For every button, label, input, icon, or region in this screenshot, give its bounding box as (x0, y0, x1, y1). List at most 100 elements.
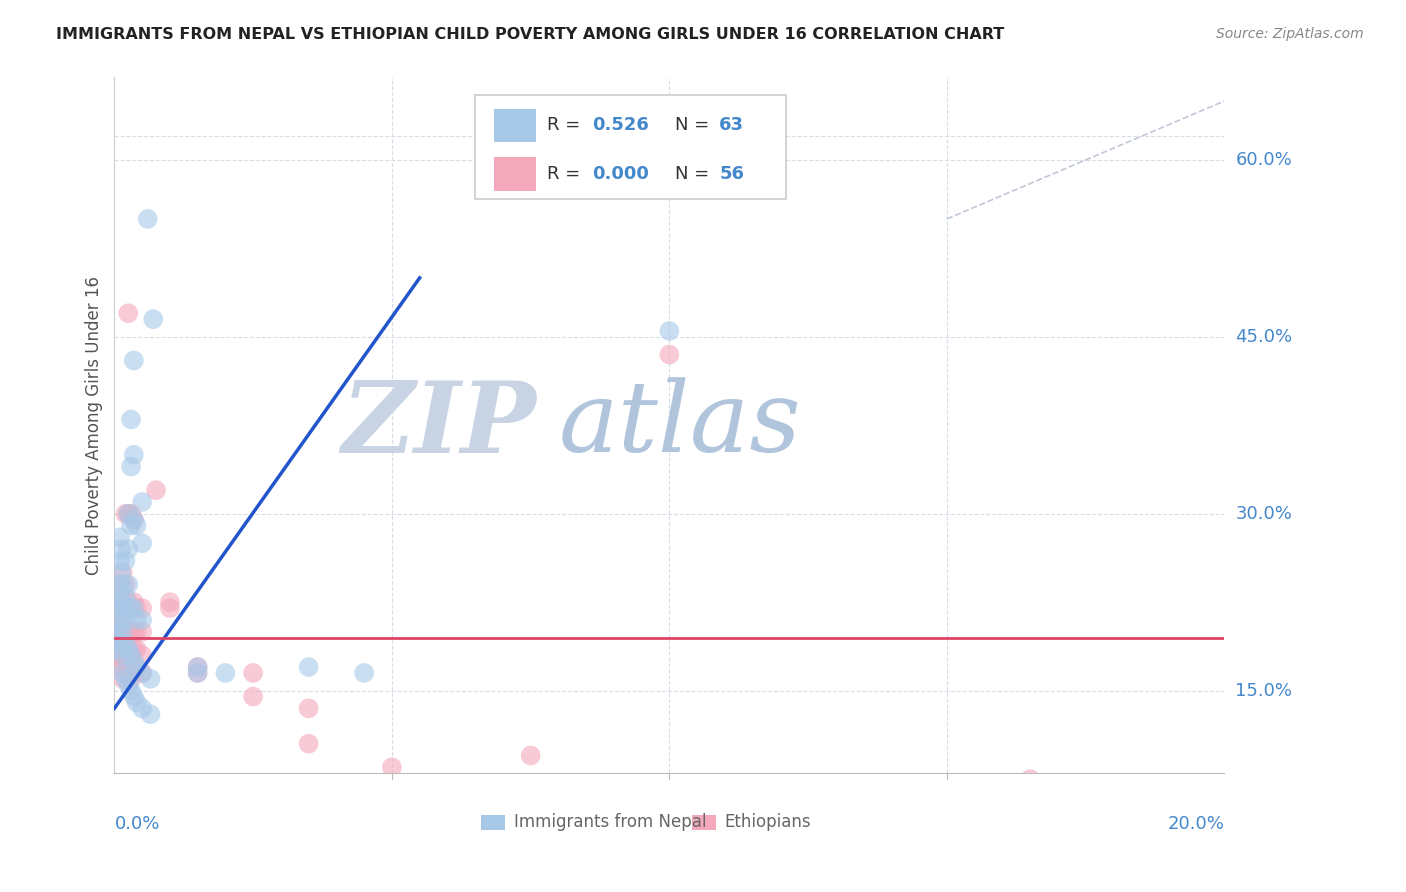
Point (120, 459, 142, 474)
Point (108, 595, 131, 609)
Point (117, 507, 139, 521)
Text: atlas: atlas (558, 377, 801, 473)
Point (108, 642, 131, 657)
Point (110, 636, 132, 650)
Point (117, 601, 139, 615)
Point (122, 690, 145, 704)
Point (110, 566, 132, 580)
Point (159, 595, 181, 609)
Text: 56: 56 (720, 165, 744, 183)
Point (110, 648, 132, 663)
Text: 60.0%: 60.0% (1236, 151, 1292, 169)
Point (125, 624, 148, 639)
Point (122, 448, 145, 462)
Point (381, 760, 404, 774)
Text: 0.000: 0.000 (592, 165, 648, 183)
Point (131, 495, 153, 509)
Point (105, 636, 128, 650)
Point (111, 566, 134, 580)
Text: 0.0%: 0.0% (114, 815, 160, 833)
Point (120, 601, 142, 615)
Point (122, 624, 145, 639)
Point (105, 636, 128, 650)
Point (117, 624, 139, 639)
Point (117, 542, 139, 557)
Point (159, 601, 181, 615)
Point (108, 577, 131, 591)
Point (125, 601, 148, 615)
Point (125, 660, 148, 674)
Point (111, 624, 134, 639)
Point (114, 672, 136, 686)
Point (145, 483, 167, 498)
Point (120, 601, 142, 615)
Point (187, 665, 209, 680)
Point (125, 660, 148, 674)
FancyBboxPatch shape (481, 815, 505, 830)
Point (122, 513, 145, 527)
Text: R =: R = (547, 117, 586, 135)
Point (117, 306, 139, 320)
Point (117, 595, 139, 609)
Point (117, 642, 139, 657)
Text: 63: 63 (720, 117, 744, 135)
Point (117, 660, 139, 674)
Point (110, 613, 132, 627)
FancyBboxPatch shape (494, 158, 536, 191)
Point (120, 660, 142, 674)
Point (298, 701, 321, 715)
Point (117, 678, 139, 692)
Point (114, 554, 136, 568)
Point (111, 636, 134, 650)
Point (214, 665, 236, 680)
Point (108, 624, 131, 639)
Point (122, 353, 145, 368)
Point (111, 665, 134, 680)
Point (122, 654, 145, 668)
Y-axis label: Child Poverty Among Girls Under 16: Child Poverty Among Girls Under 16 (86, 276, 103, 574)
Point (242, 690, 264, 704)
Point (114, 601, 136, 615)
Point (139, 672, 162, 686)
Point (111, 672, 134, 686)
Point (122, 660, 145, 674)
Point (131, 665, 153, 680)
Point (131, 536, 153, 550)
Point (120, 624, 142, 639)
Point (117, 577, 139, 591)
Point (122, 642, 145, 657)
Point (187, 660, 209, 674)
Point (117, 642, 139, 657)
Text: IMMIGRANTS FROM NEPAL VS ETHIOPIAN CHILD POVERTY AMONG GIRLS UNDER 16 CORRELATIO: IMMIGRANTS FROM NEPAL VS ETHIOPIAN CHILD… (56, 27, 1004, 42)
Point (111, 595, 134, 609)
Point (131, 601, 153, 615)
Point (1019, 772, 1042, 786)
Point (108, 660, 131, 674)
FancyBboxPatch shape (494, 109, 536, 142)
Point (142, 312, 165, 326)
Point (114, 648, 136, 663)
Point (125, 518, 148, 533)
Text: 30.0%: 30.0% (1236, 505, 1292, 523)
Point (125, 642, 148, 657)
Point (111, 601, 134, 615)
Text: 20.0%: 20.0% (1167, 815, 1225, 833)
Point (125, 613, 148, 627)
Point (353, 665, 375, 680)
Point (125, 695, 148, 709)
Point (122, 513, 145, 527)
Text: Immigrants from Nepal: Immigrants from Nepal (515, 813, 706, 830)
Point (117, 507, 139, 521)
Point (519, 748, 541, 763)
Text: R =: R = (547, 165, 586, 183)
Point (120, 648, 142, 663)
Point (111, 619, 134, 633)
Point (120, 648, 142, 663)
Point (110, 590, 132, 604)
Point (108, 530, 131, 544)
Point (131, 665, 153, 680)
Point (114, 507, 136, 521)
Text: N =: N = (675, 165, 714, 183)
Point (108, 554, 131, 568)
Text: 45.0%: 45.0% (1236, 328, 1292, 346)
